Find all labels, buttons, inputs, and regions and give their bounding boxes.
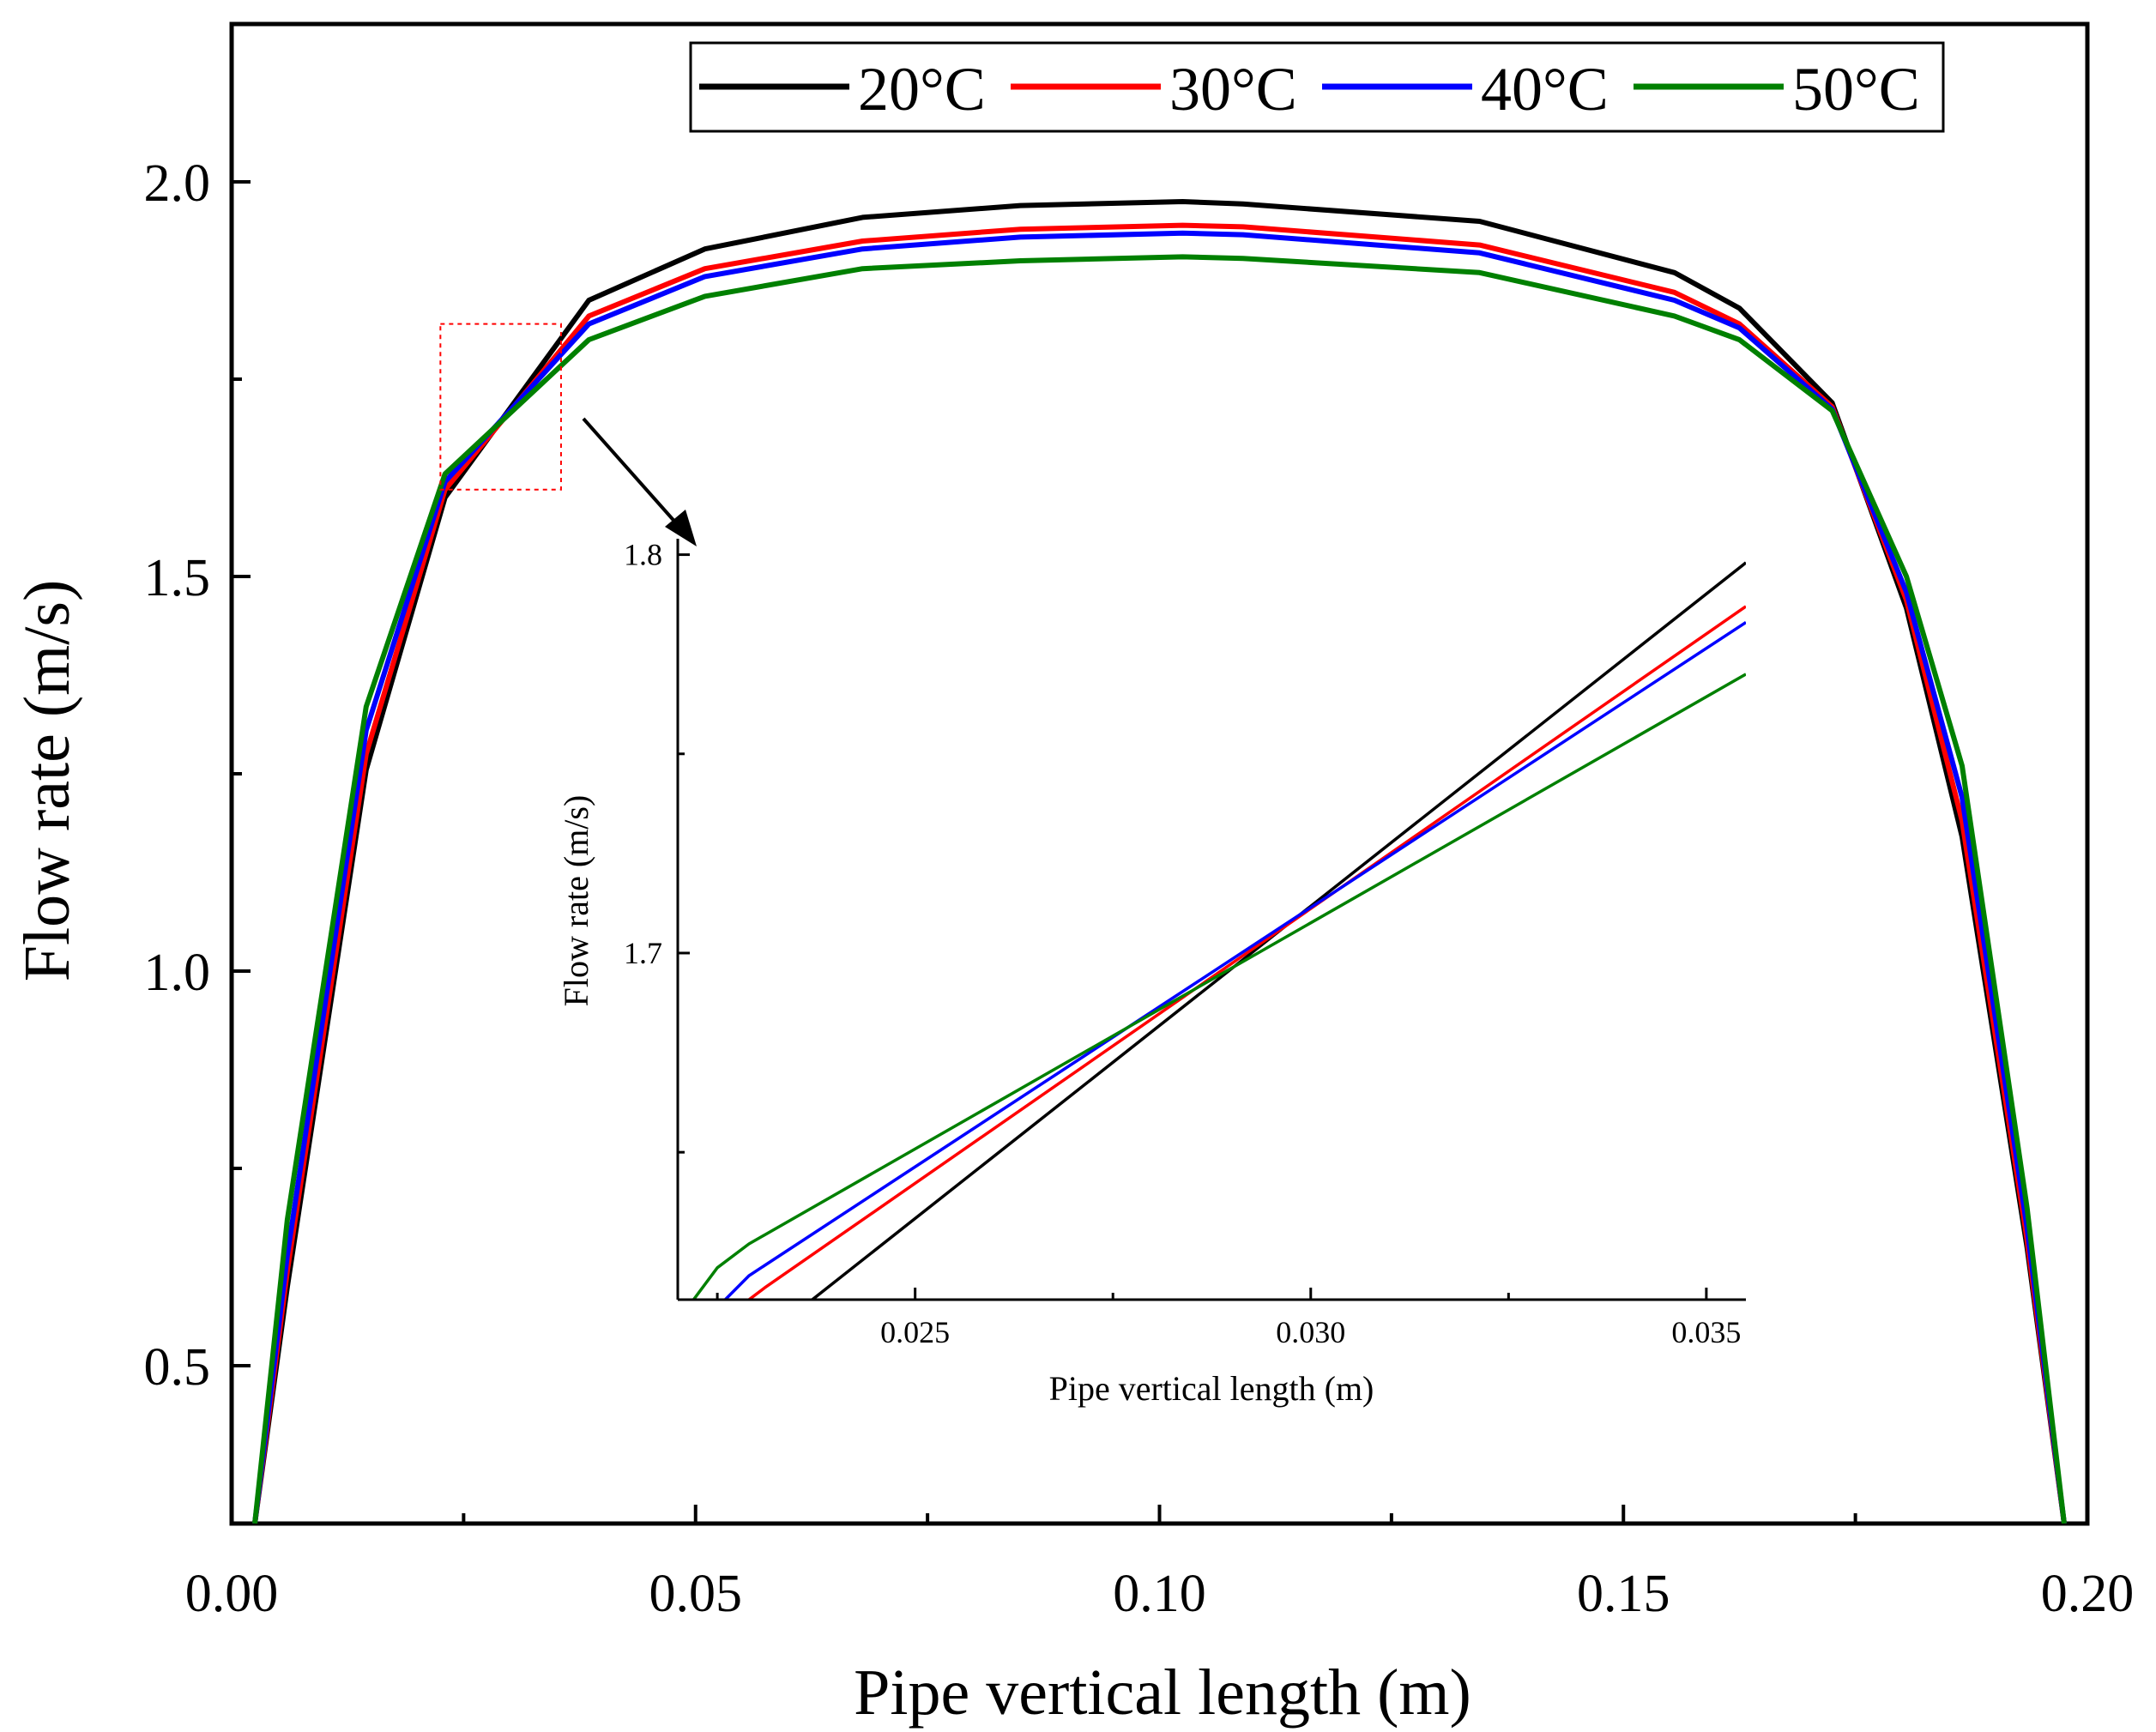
main-ticks: 0.00 0.05 0.10 0.15 0.20 0.5 1.0 1.5 2.0 bbox=[144, 154, 2135, 1623]
main-xtick-label: 0.10 bbox=[1113, 1565, 1206, 1623]
inset-ticks: 0.025 0.030 0.035 1.7 1.8 bbox=[624, 538, 1741, 1349]
main-ytick-label: 2.0 bbox=[144, 154, 211, 213]
main-ytick-label: 1.0 bbox=[144, 944, 211, 1002]
main-series-40c bbox=[252, 230, 2067, 1524]
legend-label-40c: 40°C bbox=[1481, 55, 1609, 124]
main-xtick-label: 0.15 bbox=[1577, 1565, 1670, 1623]
legend-label-30c: 30°C bbox=[1169, 55, 1297, 124]
main-xtick-label: 0.20 bbox=[2041, 1565, 2135, 1623]
main-series-30c bbox=[252, 222, 2067, 1524]
main-xtick-label: 0.00 bbox=[185, 1565, 279, 1623]
inset-xtick-label: 0.035 bbox=[1671, 1315, 1741, 1349]
main-ytick-label: 1.5 bbox=[144, 549, 211, 607]
legend-label-50c: 50°C bbox=[1792, 55, 1920, 124]
legend-label-20c: 20°C bbox=[858, 55, 986, 124]
main-ytick-label: 0.5 bbox=[144, 1338, 211, 1397]
inset-series-40c bbox=[724, 621, 1746, 1300]
inset-chart: 0.025 0.030 0.035 1.7 1.8 Pipe vertical leng… bbox=[557, 538, 1746, 1408]
inset-series-lines bbox=[691, 561, 1746, 1300]
inset-ytick-label: 1.7 bbox=[624, 936, 662, 970]
zoom-arrow-head-icon bbox=[665, 510, 697, 546]
legend: 20°C 30°C 40°C 50°C bbox=[689, 41, 1945, 133]
inset-series-50c bbox=[691, 673, 1746, 1300]
main-ylabel: Flow rate (m/s) bbox=[11, 580, 83, 982]
inset-series-30c bbox=[747, 605, 1746, 1300]
inset-ytick-label: 1.8 bbox=[624, 538, 662, 572]
inset-xlabel: Pipe vertical length (m) bbox=[1049, 1369, 1374, 1408]
main-xtick-label: 0.05 bbox=[649, 1565, 743, 1623]
inset-xtick-label: 0.025 bbox=[880, 1315, 950, 1349]
main-series-50c bbox=[252, 254, 2067, 1524]
zoom-region-box bbox=[439, 323, 562, 491]
main-series-lines bbox=[252, 199, 2067, 1524]
inset-xtick-label: 0.030 bbox=[1276, 1315, 1345, 1349]
inset-ylabel: Flow rate (m/s) bbox=[557, 795, 595, 1007]
main-xlabel: Pipe vertical length (m) bbox=[854, 1657, 1471, 1729]
zoom-arrow bbox=[582, 417, 679, 527]
